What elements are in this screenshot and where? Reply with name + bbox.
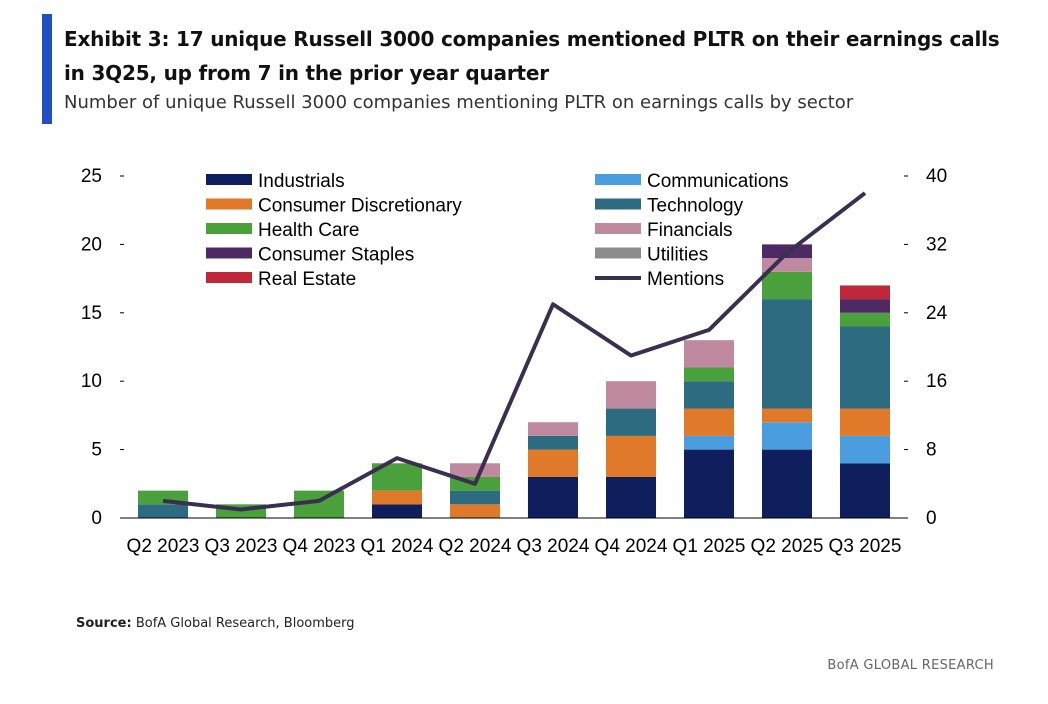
bar-segment [528, 449, 578, 477]
x-tick-label: Q4 2023 [283, 536, 356, 557]
source-text: BofA Global Research, Bloomberg [135, 616, 355, 631]
bar-segment [762, 299, 812, 409]
brand-footer: BofA GLOBAL RESEARCH [827, 658, 994, 673]
legend-label: Health Care [258, 220, 359, 241]
y-tick-label: 5 [91, 440, 102, 461]
bar-segment [684, 408, 734, 436]
legend-label: Communications [647, 171, 789, 192]
legend-label: Real Estate [258, 269, 356, 290]
x-tick-label: Q2 2024 [439, 536, 512, 557]
x-tick-label: Q3 2023 [205, 536, 278, 557]
legend-swatch [595, 174, 641, 185]
legend-label: Utilities [647, 245, 708, 266]
bar-segment [840, 299, 890, 313]
x-tick-label: Q1 2024 [361, 536, 434, 557]
bar-segment [372, 504, 422, 518]
legend-label: Technology [647, 196, 744, 217]
bar-segment [762, 258, 812, 272]
y2-tick-label: 24 [926, 303, 948, 324]
bar-segment [528, 422, 578, 436]
legend-label: Financials [647, 220, 733, 241]
y2-tick-label: 8 [926, 440, 937, 461]
accent-bar [42, 14, 52, 124]
x-tick-label: Q1 2025 [673, 536, 746, 557]
x-tick-label: Q3 2025 [829, 536, 902, 557]
legend-label: Mentions [647, 269, 724, 290]
y-tick-label: 0 [91, 508, 102, 529]
y2-tick-label: 0 [926, 508, 937, 529]
exhibit-subtitle: Number of unique Russell 3000 companies … [64, 92, 854, 113]
legend-label: Consumer Discretionary [258, 196, 462, 217]
bar-segment [840, 312, 890, 327]
y-tick-label: 25 [81, 166, 102, 187]
bar-segment [450, 490, 500, 505]
y2-tick-label: 40 [926, 166, 947, 187]
legend-swatch [206, 223, 252, 234]
source-note: Source: BofA Global Research, Bloomberg [76, 616, 355, 631]
bar-segment [684, 367, 734, 382]
source-label: Source: [76, 616, 132, 631]
bar-segment [684, 449, 734, 518]
x-tick-label: Q3 2024 [517, 536, 590, 557]
y2-tick-label: 16 [926, 371, 947, 392]
bar-segment [762, 449, 812, 518]
bar-segment [684, 381, 734, 409]
bar-segment [840, 326, 890, 409]
legend-swatch [595, 198, 641, 210]
bar-segment [762, 271, 812, 300]
legend-swatch [206, 198, 252, 210]
legend-swatch [595, 223, 641, 234]
bar-segment [684, 435, 734, 450]
y-tick-label: 15 [81, 303, 102, 324]
bar-segment [840, 408, 890, 436]
x-tick-label: Q2 2023 [127, 536, 200, 557]
bar-segment [450, 463, 500, 477]
x-tick-label: Q4 2024 [595, 536, 668, 557]
exhibit-title: Exhibit 3: 17 unique Russell 3000 compan… [64, 27, 1000, 85]
legend-label: Industrials [258, 171, 345, 192]
bar-segment [606, 408, 656, 436]
legend-label: Consumer Staples [258, 245, 414, 266]
bar-segment [840, 285, 890, 300]
legend-swatch [595, 247, 641, 259]
bar-segment [450, 504, 500, 518]
legend-swatch [206, 174, 252, 185]
bar-segment [606, 435, 656, 477]
bar-segment [528, 476, 578, 518]
legend-swatch [206, 247, 252, 259]
bar-segment [528, 435, 578, 450]
bar-segment [606, 381, 656, 409]
y2-tick-label: 32 [926, 234, 947, 255]
x-tick-label: Q2 2025 [751, 536, 824, 557]
bar-segment [684, 340, 734, 368]
bar-segment [138, 504, 188, 518]
y-tick-label: 10 [81, 371, 102, 392]
mentions-line [162, 191, 867, 512]
bar-segment [606, 476, 656, 518]
bar-segment [840, 463, 890, 518]
bar-segment [372, 490, 422, 505]
bar-segment [762, 408, 812, 423]
bar-segment [762, 422, 812, 450]
legend-swatch [206, 272, 252, 283]
bar-segment [840, 435, 890, 464]
y-tick-label: 20 [81, 234, 102, 255]
